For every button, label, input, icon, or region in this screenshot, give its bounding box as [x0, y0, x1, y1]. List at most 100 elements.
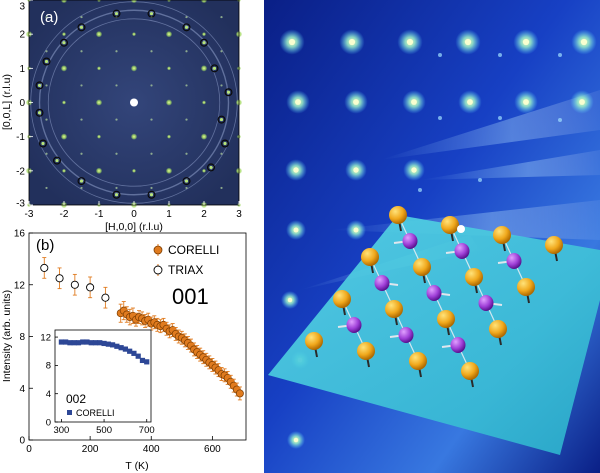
data-point-corelli: [153, 320, 162, 329]
bragg-peak: [167, 134, 171, 139]
diffraction-spot: [558, 53, 562, 57]
diffraction-spot-core: [579, 99, 585, 105]
x-tick-label: 2: [201, 209, 207, 220]
circled-peak: [59, 38, 68, 47]
diffraction-spot: [345, 159, 367, 181]
bragg-peak: [95, 167, 103, 175]
lattice-plane: [268, 215, 600, 455]
bond: [341, 298, 355, 326]
spin-arrow: [381, 282, 399, 286]
bragg-peak: [202, 32, 206, 37]
diffraction-spot-core: [293, 167, 299, 173]
bond: [457, 344, 471, 372]
diffraction-spot-core: [523, 99, 529, 105]
panel-a-label: (a): [40, 9, 58, 26]
diffraction-spot-core: [295, 99, 301, 105]
spin-arrow: [313, 340, 318, 358]
data-point-corelli: [174, 332, 183, 341]
inset-data-point: [127, 348, 133, 354]
inset-data-point: [101, 340, 107, 347]
bragg-peak: [130, 65, 138, 72]
bragg-peak: [185, 50, 188, 53]
bragg-peak: [165, 167, 173, 175]
circled-peak-core: [114, 12, 119, 16]
bragg-peak: [150, 152, 153, 155]
diffraction-spot: [438, 116, 442, 120]
bragg-peak: [185, 186, 188, 190]
bragg-peak: [167, 0, 171, 2]
bragg-peak: [150, 186, 153, 190]
purple-atom: [346, 317, 362, 333]
circled-peak: [224, 88, 233, 97]
circled-peak: [35, 81, 44, 90]
x-tick-label: -1: [95, 209, 104, 220]
triax-series: [40, 257, 110, 309]
data-point-corelli: [165, 327, 174, 336]
main-plot-x-ticks: 0 200 400 600: [26, 436, 221, 455]
circled-peak-core: [55, 158, 59, 163]
circled-peak: [200, 38, 209, 47]
main-plot-y-label: Intensity (arb. units): [1, 290, 13, 382]
data-point-corelli: [180, 336, 189, 345]
purple-atom: [506, 253, 522, 269]
diffraction-spot-core: [353, 167, 359, 173]
diffraction-spot-core: [297, 357, 303, 363]
inset-data-point: [71, 340, 77, 346]
x-tick-label: 600: [204, 444, 221, 455]
spin-arrow: [525, 286, 530, 304]
spin-arrow: [501, 234, 506, 252]
inset-data-point: [97, 340, 103, 346]
diffraction-spot-core: [464, 38, 472, 46]
spin-arrow: [497, 260, 515, 264]
inset-plot: 300 500 700 0 4 8 12 002 CORELLI: [40, 329, 155, 436]
inset-y-ticks: 0 4 8 12: [40, 332, 58, 428]
data-point-corelli: [211, 363, 220, 372]
lattice-atoms: [305, 206, 563, 388]
bond: [405, 334, 419, 362]
diffraction-spot-core: [288, 38, 296, 46]
diffraction-spot-core: [293, 227, 299, 233]
diffraction-spot: [285, 159, 307, 181]
circled-peak: [52, 156, 61, 165]
spin-arrow: [417, 360, 422, 378]
purple-atom: [478, 295, 494, 311]
spin-arrow: [421, 266, 426, 284]
bragg-peak: [185, 152, 188, 155]
y-tick-label: -1: [16, 132, 25, 143]
diffraction-spot: [438, 53, 442, 57]
diffraction-spot-core: [580, 38, 588, 46]
corelli-series: [116, 301, 244, 401]
data-point-corelli: [138, 314, 147, 323]
x-tick-label: -2: [60, 209, 69, 220]
illustration-background: [264, 0, 600, 473]
data-point-corelli: [125, 313, 134, 322]
circled-peak-core: [184, 179, 189, 183]
circled-peak: [207, 163, 216, 172]
circled-peak-core: [202, 41, 206, 45]
bragg-peak: [95, 30, 103, 38]
data-point-corelli: [162, 324, 171, 333]
panel-a-y-ticks: 3 2 1 0 -1 -2 -3: [16, 0, 33, 210]
diffraction-spot: [397, 29, 423, 55]
diffraction-spot: [498, 116, 502, 120]
circled-peak: [77, 177, 86, 186]
inset-data-point: [144, 359, 150, 365]
bragg-peak: [62, 100, 66, 105]
data-point-corelli: [202, 355, 211, 364]
y-tick-label: 0: [19, 98, 25, 109]
data-point-corelli: [122, 310, 131, 319]
orange-atom: [333, 290, 351, 308]
inset-x-tick-label: 500: [96, 425, 112, 436]
inset-x-tick-label: 300: [53, 425, 69, 436]
diffraction-spot: [478, 178, 482, 182]
orange-atom: [517, 278, 535, 296]
bragg-peak: [60, 65, 68, 72]
data-point-corelli: [135, 313, 143, 322]
spin-arrow: [389, 334, 407, 338]
purple-atom: [450, 337, 466, 353]
bragg-peak: [115, 84, 118, 87]
circled-peak: [35, 108, 44, 117]
circled-peak-core: [37, 111, 42, 115]
y-tick-label: 2: [19, 30, 25, 41]
bond: [449, 224, 463, 252]
